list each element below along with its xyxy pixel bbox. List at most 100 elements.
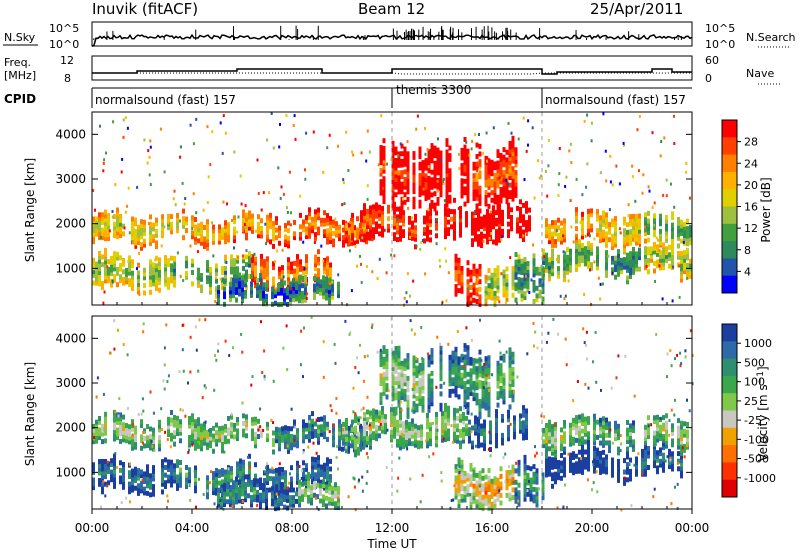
heatmap-cell [421,358,425,364]
heatmap-cell [119,225,122,231]
heatmap-cell [526,261,530,267]
heatmap-cell [259,485,262,491]
heatmap-cell [98,231,101,237]
heatmap-cell [689,262,692,268]
heatmap-cell [323,466,326,472]
heatmap-cell [517,261,521,267]
heatmap-cell [212,490,215,496]
heatmap-cell [605,235,608,241]
heatmap-cell [641,191,644,195]
heatmap-cell [522,234,525,238]
heatmap-cell [502,147,506,153]
heatmap-cell [313,295,316,300]
heatmap-cell [575,465,578,471]
heatmap-cell [499,198,503,204]
heatmap-cell [644,250,647,255]
heatmap-cell [680,262,683,268]
heatmap-cell [295,288,298,294]
heatmap-cell [517,284,521,290]
heatmap-cell [357,431,360,437]
heatmap-cell [551,472,554,478]
heatmap-cell [379,156,383,162]
heatmap-cell [287,272,290,278]
heatmap-cell [403,150,407,156]
heatmap-cell [304,286,307,292]
heatmap-cell [122,269,125,275]
heatmap-cell [393,232,396,238]
heatmap-cell [469,277,473,283]
heatmap-cell [686,229,689,235]
heatmap-cell [332,238,335,244]
heatmap-cell [381,209,384,215]
heatmap-cell [163,170,166,174]
heatmap-cell [260,229,263,235]
cpid-panel: CPID normalsound (fast) 157 themis 3300 … [4,83,692,108]
heatmap-cell [113,258,116,264]
heatmap-cell [560,220,563,226]
heatmap-cell [244,293,247,299]
heatmap-cell [200,284,203,290]
heatmap-cell [397,357,401,363]
heatmap-cell [673,114,675,118]
heatmap-cell [499,156,503,162]
heatmap-cell [505,277,509,283]
heatmap-cell [402,444,405,449]
heatmap-cell [564,185,567,188]
heatmap-cell [176,220,179,226]
heatmap-cell [653,268,656,274]
heatmap-cell [113,483,116,489]
heatmap-cell [260,253,263,259]
heatmap-cell [155,221,158,227]
heatmap-cell [296,464,299,470]
heatmap-cell [486,228,489,233]
heatmap-cell [641,452,644,458]
heatmap-cell [244,489,247,495]
heatmap-cell [608,429,611,434]
heatmap-cell [390,157,393,161]
heatmap-cell [566,247,569,253]
heatmap-cell [460,285,464,290]
heatmap-cell [484,286,488,292]
heatmap-cell [184,197,187,200]
heatmap-cell [475,173,479,178]
heatmap-cell [122,433,125,439]
heatmap-cell [217,502,220,508]
heatmap-cell [260,269,263,275]
heatmap-cell [426,232,429,238]
heatmap-cell [281,470,284,476]
heatmap-cell [152,476,155,482]
heatmap-cell [644,471,647,477]
heatmap-cell [251,261,254,267]
heatmap-cell [304,293,307,299]
heatmap-cell [517,288,521,294]
heatmap-cell [272,224,275,230]
heatmap-cell [320,217,323,223]
heatmap-cell [317,207,320,213]
heatmap-cell [95,419,98,425]
heatmap-cell [382,149,386,155]
heatmap-cell [245,254,248,260]
heatmap-cell [387,223,390,229]
heatmap-cell [170,482,173,488]
heatmap-cell [514,274,518,280]
heatmap-cell [101,466,104,472]
heatmap-cell [104,217,107,223]
heatmap-cell [382,199,386,204]
heatmap-cell [382,160,385,164]
heatmap-cell [203,240,206,246]
heatmap-cell [478,286,482,292]
heatmap-cell [457,152,460,156]
heatmap-cell [95,220,98,226]
heatmap-cell [614,428,617,434]
heatmap-cell [351,434,354,440]
heatmap-cell [514,173,518,179]
heatmap-cell [320,244,323,248]
heatmap-cell [614,238,617,244]
heatmap-cell [433,153,437,159]
heatmap-cell [140,230,143,236]
heatmap-cell [474,221,477,227]
heatmap-cell [209,267,212,272]
heatmap-cell [101,459,104,464]
heatmap-cell [668,256,671,262]
